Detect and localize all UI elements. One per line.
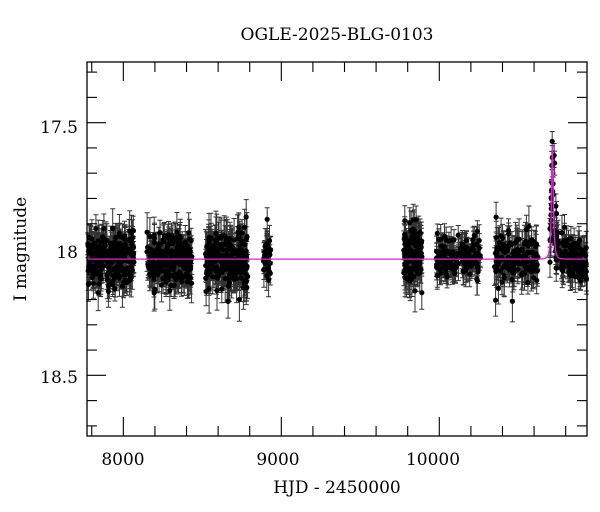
axis-ticks	[87, 62, 587, 436]
model-curve	[87, 145, 587, 260]
y-tick-label-18: 18	[56, 243, 78, 263]
y-axis-label: I magnitude	[11, 197, 31, 301]
chart-title: OGLE-2025-BLG-0103	[241, 25, 434, 45]
y-tick-label-17.5: 17.5	[40, 118, 78, 138]
data-points	[85, 131, 590, 323]
x-axis-label: HJD - 2450000	[273, 478, 401, 498]
x-tick-label-8000: 8000	[101, 450, 144, 470]
x-tick-label-9000: 9000	[256, 450, 299, 470]
y-tick-label-18.5: 18.5	[40, 368, 78, 388]
x-tick-label-10000: 10000	[406, 450, 460, 470]
